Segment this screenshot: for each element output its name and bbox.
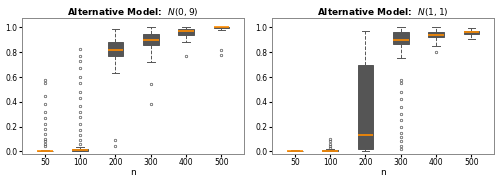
PathPatch shape xyxy=(214,27,230,28)
PathPatch shape xyxy=(178,29,194,35)
PathPatch shape xyxy=(143,34,159,45)
X-axis label: n: n xyxy=(380,168,386,178)
PathPatch shape xyxy=(72,149,88,151)
PathPatch shape xyxy=(464,31,479,34)
PathPatch shape xyxy=(322,150,338,151)
Title: Alternative Model:  $N(0,9)$: Alternative Model: $N(0,9)$ xyxy=(68,5,199,18)
X-axis label: n: n xyxy=(130,168,136,178)
PathPatch shape xyxy=(108,42,124,56)
PathPatch shape xyxy=(358,65,374,149)
PathPatch shape xyxy=(428,32,444,37)
PathPatch shape xyxy=(393,32,409,44)
Title: Alternative Model:  $N(1,1)$: Alternative Model: $N(1,1)$ xyxy=(318,5,449,18)
